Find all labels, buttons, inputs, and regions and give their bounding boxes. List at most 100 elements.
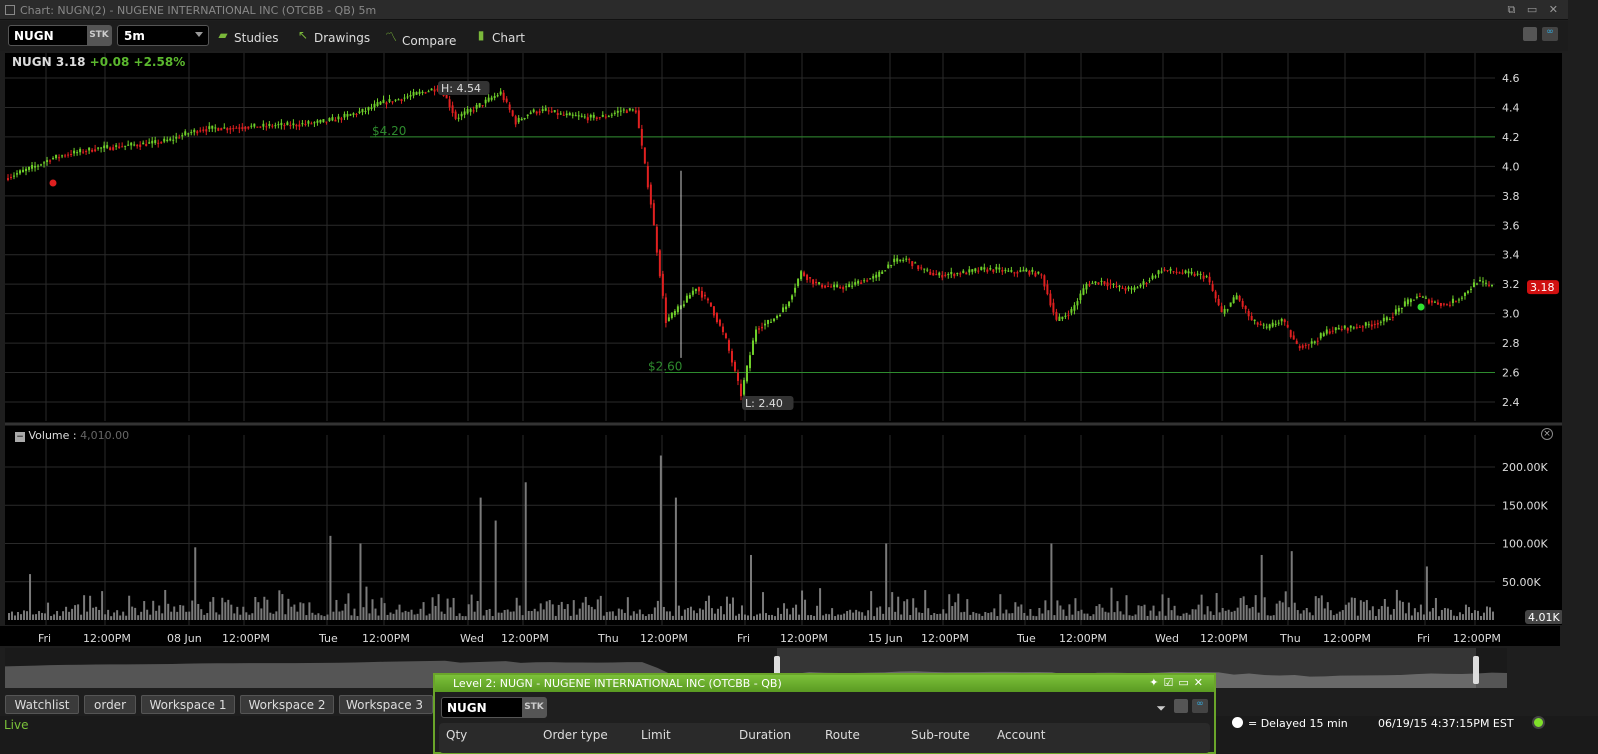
link-icon[interactable]: ∞ [1542,27,1558,41]
candle-body [1307,344,1310,346]
candle-body [872,276,875,279]
candle-body [649,184,652,205]
candle-body [1322,333,1325,337]
x-tick-label: 12:00PM [1453,632,1501,645]
volume-bar [290,606,293,620]
volume-bar [1239,597,1242,620]
studies-button[interactable]: ▰ Studies [216,28,278,45]
volume-bar [1278,600,1281,620]
candle-body [277,124,280,126]
volume-bar [356,616,359,620]
level2-link-icon[interactable]: ∞ [1192,699,1208,713]
volume-bar [1182,613,1185,620]
candle-body [1448,304,1451,306]
tab-watchlist[interactable]: Watchlist [5,695,79,714]
volume-bar [1251,606,1254,620]
chart-area[interactable]: 4.6 4.4 4.2 4.0 3.8 3.6 3.4 3.2 3.0 2.8 2.6 2.4 200.… [5,53,1564,625]
volume-bar [1158,611,1161,620]
candle-body [556,113,559,116]
window-title-bar: Chart: NUGN(2) - NUGENE INTERNATIONAL IN… [0,0,1568,20]
options-dropdown-button[interactable] [1523,27,1537,41]
volume-bar [1071,614,1074,620]
volume-bar [1386,606,1389,620]
volume-bar [1110,587,1113,620]
volume-bar [1383,598,1386,620]
candle-body [1019,270,1022,272]
candle-body [232,128,235,130]
price-tick-label: 2.6 [1502,367,1520,380]
symbol-input[interactable]: NUGN STK [8,25,112,46]
drawings-button[interactable]: ↖ Drawings [296,28,370,45]
candle-body [415,92,418,95]
volume-bar [239,614,242,620]
volume-bar [251,613,254,620]
volume-bar [722,614,725,620]
last-volume-tag-bg [1525,610,1564,624]
candle-body [776,315,779,319]
volume-bar [602,615,605,620]
candle-body [268,123,271,127]
candle-body [295,124,298,127]
window-menu-icon[interactable] [5,5,15,15]
tab-workspace-1[interactable]: Workspace 1 [141,695,235,714]
volume-bar [689,606,692,620]
candle-body [1040,274,1043,276]
filter-icon[interactable]: ⏷ [1156,701,1166,715]
candle-body [346,114,349,117]
level2-dropdown-button[interactable] [1174,699,1188,713]
volume-bar [656,600,659,620]
window-controls[interactable]: ⧉ ▭ ✕ [1507,3,1562,16]
col-limit: Limit [641,728,671,742]
candle-body [499,91,502,95]
candle-body [812,279,815,285]
candle-body [863,280,866,282]
compare-button[interactable]: 〽 Compare [384,28,456,48]
volume-bar [963,611,966,620]
chart-type-button[interactable]: ▮ Chart [474,28,525,45]
candle-body [983,267,986,270]
volume-bar [236,606,239,620]
candle-body [22,169,25,173]
volume-bar [1035,616,1038,620]
tab-workspace-2[interactable]: Workspace 2 [240,695,334,714]
volume-bar [41,612,44,620]
volume-bar [813,615,816,620]
candle-body [316,120,319,123]
volume-bar [533,608,536,620]
navigator-right-handle[interactable] [1473,656,1479,684]
level2-symbol-input[interactable]: NUGN STK [441,697,547,718]
volume-bar [608,611,611,620]
volume-bar [864,615,867,620]
volume-bar [1407,602,1410,620]
volume-bar [314,614,317,620]
tab-order[interactable]: order [84,695,136,714]
price-volume-chart[interactable]: 4.6 4.4 4.2 4.0 3.8 3.6 3.4 3.2 3.0 2.8 2.6 2.4 200.… [5,53,1564,625]
volume-bar [431,597,434,620]
volume-bar [1020,604,1023,620]
x-tick-label: 12:00PM [780,632,828,645]
candle-body [1034,272,1037,277]
volume-bar [332,611,335,620]
volume-bar [107,609,110,620]
level2-title: Level 2: NUGN - NUGENE INTERNATIONAL INC… [453,677,782,690]
level2-window-controls[interactable]: ✦☑▭✕ [1149,676,1208,689]
volume-bar [701,609,704,620]
navigator-left-handle[interactable] [774,656,780,676]
volume-bar [392,613,395,620]
candle-body [875,274,878,278]
price-tick-label: 3.8 [1502,190,1520,203]
volume-bar [380,597,383,620]
volume-bar [416,613,419,620]
volume-bar [17,611,20,620]
candle-body [550,111,553,113]
candle-body [977,270,980,272]
interval-select[interactable]: 5m [117,25,209,46]
candle-body [298,124,301,127]
candle-body [1310,341,1313,344]
tab-workspace-3[interactable]: Workspace 3 [339,695,433,714]
candle-body [187,133,190,135]
volume-bar [1092,614,1095,620]
close-panel-icon[interactable]: × [1541,428,1553,440]
collapse-icon[interactable]: − [15,432,25,442]
volume-bar [707,595,710,620]
